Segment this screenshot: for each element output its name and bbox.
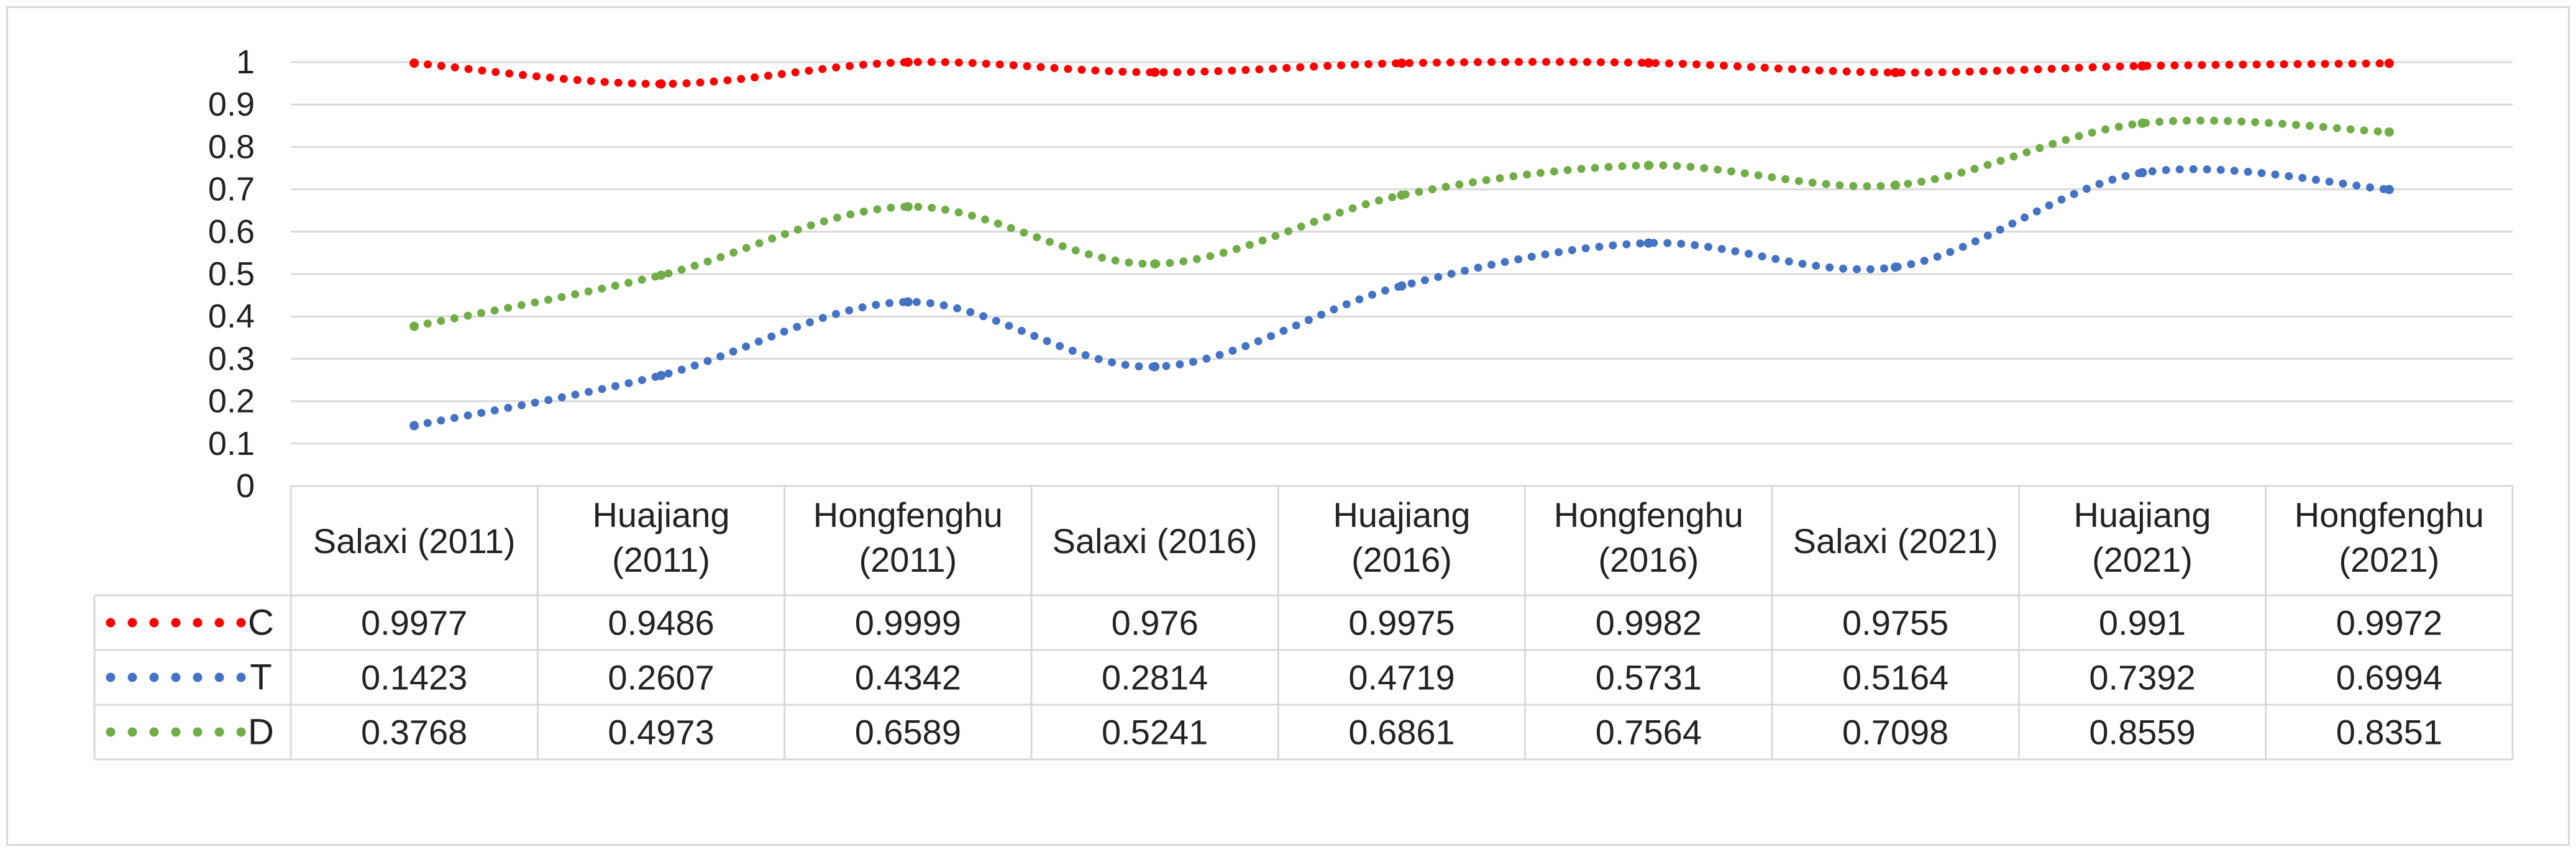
table-cell-value: 0.6994 bbox=[2336, 658, 2442, 697]
table-cell-value: 0.4719 bbox=[1348, 658, 1455, 697]
data-point-D bbox=[1643, 160, 1653, 170]
data-point-D bbox=[1150, 259, 1160, 269]
category-label: Huajiang (2011) bbox=[592, 495, 729, 579]
legend-label-C: C bbox=[248, 603, 274, 643]
table-cell-value: 0.6589 bbox=[855, 713, 961, 752]
data-point-T bbox=[2137, 168, 2147, 178]
data-point-D bbox=[2137, 118, 2147, 128]
table-cell-value: 0.4342 bbox=[855, 658, 961, 697]
y-tick-label: 0.1 bbox=[208, 425, 255, 462]
table-cell-value: 0.2607 bbox=[608, 658, 714, 697]
y-tick-label: 0.9 bbox=[208, 86, 255, 123]
data-point-C bbox=[2137, 61, 2147, 71]
y-tick-label: 0.3 bbox=[208, 340, 255, 377]
category-label: Hongfenghu (2011) bbox=[813, 495, 1003, 579]
category-label: Huajiang (2016) bbox=[1333, 495, 1470, 579]
table-cell-value: 0.7392 bbox=[2089, 658, 2195, 697]
table-cell-value: 0.7564 bbox=[1596, 713, 1702, 752]
table-cell-value: 0.9999 bbox=[855, 603, 961, 643]
data-point-T bbox=[1397, 281, 1407, 291]
data-point-T bbox=[656, 370, 666, 380]
y-tick-label: 1 bbox=[236, 44, 255, 81]
data-point-C bbox=[1150, 67, 1160, 77]
legend-label-D: D bbox=[248, 712, 274, 753]
category-label: Salaxi (2016) bbox=[1053, 521, 1258, 561]
table-cell-value: 0.9486 bbox=[608, 603, 714, 643]
table-cell-value: 0.9975 bbox=[1348, 603, 1455, 643]
y-tick-label: 0.7 bbox=[208, 171, 255, 208]
y-tick-label: 0.8 bbox=[208, 128, 255, 165]
table-cell-value: 0.7098 bbox=[1842, 713, 1948, 752]
data-point-C bbox=[1397, 58, 1407, 68]
data-point-D bbox=[409, 321, 419, 331]
data-point-D bbox=[656, 270, 666, 280]
table-cell-value: 0.8351 bbox=[2336, 713, 2442, 752]
series-line-T bbox=[410, 165, 2393, 430]
category-label: Salaxi (2011) bbox=[313, 521, 516, 561]
category-label: Huajiang (2021) bbox=[2073, 495, 2211, 579]
series-line-C bbox=[410, 58, 2393, 88]
data-point-C bbox=[1891, 68, 1901, 78]
data-point-D bbox=[2384, 127, 2394, 137]
data-point-D bbox=[1891, 180, 1901, 190]
table-cell-value: 0.1423 bbox=[361, 658, 467, 697]
table-cell-value: 0.9972 bbox=[2336, 603, 2442, 643]
data-point-T bbox=[1150, 362, 1160, 372]
data-point-C bbox=[903, 57, 913, 67]
table-cell-value: 0.3768 bbox=[361, 713, 467, 752]
category-label: Salaxi (2021) bbox=[1793, 521, 1998, 561]
data-point-T bbox=[903, 297, 913, 307]
table-cell-value: 0.991 bbox=[2099, 603, 2186, 643]
data-point-T bbox=[1891, 262, 1901, 272]
table-cell-value: 0.2814 bbox=[1102, 658, 1208, 697]
category-label: Hongfenghu (2016) bbox=[1554, 495, 1743, 579]
table-cell-value: 0.9982 bbox=[1596, 603, 1702, 643]
data-point-D bbox=[1397, 190, 1407, 200]
table-cell-value: 0.5731 bbox=[1596, 658, 1702, 697]
table-cell-value: 0.976 bbox=[1112, 603, 1199, 643]
data-point-C bbox=[656, 79, 666, 89]
data-point-C bbox=[1643, 58, 1653, 68]
legend-label-T: T bbox=[250, 657, 272, 698]
data-point-T bbox=[2384, 185, 2394, 195]
table-cell-value: 0.4973 bbox=[608, 713, 714, 752]
y-tick-label: 0.2 bbox=[208, 383, 255, 420]
table-cell-value: 0.5164 bbox=[1842, 658, 1948, 697]
series-line-D bbox=[410, 116, 2393, 331]
y-tick-label: 0.6 bbox=[208, 213, 255, 250]
table-cell-value: 0.9977 bbox=[361, 603, 467, 643]
y-tick-label: 0 bbox=[236, 467, 255, 505]
table-cell-value: 0.5241 bbox=[1102, 713, 1208, 752]
table-cell-value: 0.8559 bbox=[2089, 713, 2195, 752]
y-tick-label: 0.5 bbox=[208, 255, 255, 293]
data-point-T bbox=[409, 421, 419, 431]
y-tick-label: 0.4 bbox=[208, 298, 255, 335]
data-point-D bbox=[903, 202, 913, 212]
data-point-T bbox=[1643, 238, 1653, 248]
category-label: Hongfenghu (2021) bbox=[2295, 495, 2484, 579]
data-point-C bbox=[2384, 58, 2394, 68]
data-point-C bbox=[409, 58, 419, 68]
table-cell-value: 0.6861 bbox=[1348, 713, 1455, 752]
table-cell-value: 0.9755 bbox=[1842, 603, 1948, 643]
